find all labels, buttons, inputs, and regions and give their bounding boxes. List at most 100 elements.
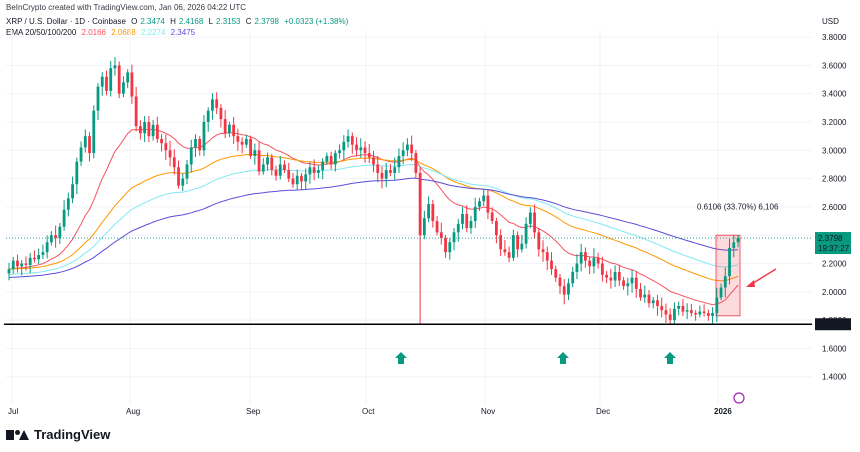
candle-body (694, 313, 698, 315)
candle-body (495, 221, 498, 236)
candle-body (223, 119, 227, 134)
candle-body (185, 164, 189, 179)
signal-up-arrow-icon (395, 352, 407, 364)
candle-body (520, 243, 524, 250)
candle-body (537, 232, 541, 250)
signal-up-arrow-icon (664, 352, 676, 364)
x-tick-label: Nov (481, 407, 495, 416)
y-tick-label: 2.0000 (822, 288, 847, 297)
candle-body (499, 235, 503, 250)
candle-body (329, 155, 333, 165)
candle-body (24, 263, 28, 265)
x-tick-label: Oct (362, 407, 375, 416)
candle-body (397, 155, 401, 168)
candle-body (71, 184, 74, 199)
candle-body (567, 283, 570, 295)
candle-body (168, 150, 172, 158)
close-label: C (245, 17, 252, 26)
candle-body (651, 300, 655, 304)
candle-body (516, 235, 520, 250)
candle-body (376, 164, 380, 173)
candle-body (143, 121, 147, 134)
candle-body (321, 161, 325, 171)
y-tick-label: 2.8000 (822, 175, 847, 184)
candle-body (211, 99, 214, 111)
candle-body (639, 288, 642, 298)
candle-body (261, 164, 265, 172)
high-value: 2.4168 (178, 17, 204, 26)
candle-body (503, 249, 507, 253)
ema200-line (8, 177, 739, 278)
candle-body (88, 136, 91, 154)
candle-body (600, 263, 604, 275)
candle-body (109, 68, 113, 91)
candle-body (266, 157, 269, 165)
candle-body (605, 274, 609, 278)
candle-body (96, 86, 100, 111)
candle-body (558, 277, 562, 287)
y-tick-label: 2.6000 (822, 203, 847, 212)
candle-body (232, 124, 236, 137)
candle-body (244, 138, 248, 145)
candle-body (198, 138, 202, 151)
measure-rect (715, 234, 741, 317)
candle-body (554, 269, 558, 278)
ema50-value: 2.0688 (111, 28, 136, 37)
candle-body (312, 167, 316, 173)
candle-body (45, 242, 49, 253)
chart-grid (6, 30, 812, 405)
candle-body (20, 263, 24, 267)
x-tick-label: 2026 (714, 407, 732, 416)
candle-body (164, 143, 168, 151)
candle-body (177, 167, 180, 186)
candle-body (393, 167, 397, 173)
candle-body (219, 107, 223, 120)
candle-body (673, 308, 676, 321)
symbol-name[interactable]: XRP / U.S. Dollar · 1D · Coinbase (6, 17, 126, 26)
candle-body (300, 175, 303, 182)
candle-body (130, 72, 134, 97)
candle-body (189, 147, 193, 165)
candle-body (473, 206, 477, 222)
candle-body (215, 99, 219, 108)
event-icon (733, 392, 745, 404)
symbol-legend: XRP / U.S. Dollar · 1D · Coinbase O 2.347… (6, 17, 351, 26)
candle-body (240, 141, 244, 145)
candle-body (664, 310, 668, 315)
y-tick-label: 3.0000 (822, 146, 847, 155)
candle-body (736, 238, 740, 243)
candle-body (444, 238, 447, 253)
candle-body (448, 242, 452, 253)
candle-body (54, 235, 58, 239)
candle-body (287, 170, 291, 179)
candle-body (660, 305, 664, 311)
candle-body (249, 138, 252, 156)
candle-body (155, 124, 159, 139)
candle-body (596, 257, 600, 264)
ema-legend[interactable]: EMA 20/50/100/200 2.0166 2.0688 2.2274 2… (6, 28, 198, 37)
candle-body (367, 153, 371, 158)
candle-body (622, 280, 625, 287)
candle-body (295, 175, 299, 185)
candle-body (414, 153, 418, 173)
x-tick-label: Aug (126, 407, 140, 416)
candle-body (490, 212, 494, 222)
candle-body (579, 252, 583, 264)
candle-body (418, 172, 422, 236)
x-tick-label: Jul (8, 407, 18, 416)
candle-body (723, 276, 727, 288)
candle-body (617, 271, 621, 281)
open-label: O (131, 17, 138, 26)
candle-body (138, 126, 142, 134)
countdown-label: 19:37:27 (818, 244, 850, 253)
y-tick-label: 2.2000 (822, 259, 847, 268)
candle-body (732, 242, 736, 248)
candle-body (283, 164, 286, 171)
candle-body (698, 311, 702, 315)
candle-body (478, 201, 481, 207)
candle-body (172, 157, 176, 168)
candle-body (401, 150, 405, 156)
candle-body (588, 260, 592, 267)
candle-body (511, 235, 515, 258)
